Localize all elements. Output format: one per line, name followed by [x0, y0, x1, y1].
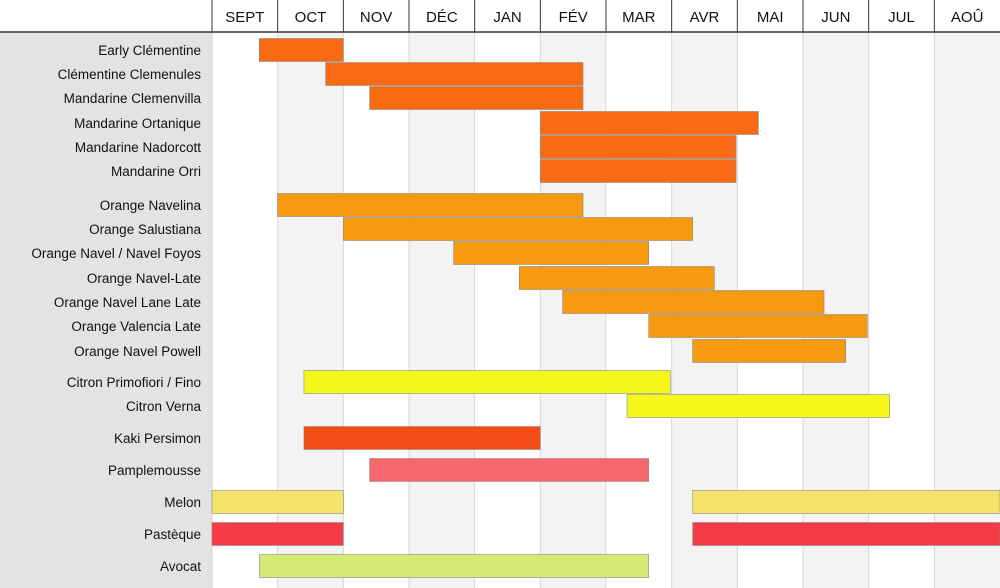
row-label: Mandarine Ortanique [74, 116, 201, 131]
gantt-bar [303, 370, 671, 394]
gantt-bar [692, 490, 1000, 514]
row-label: Orange Salustiana [89, 222, 201, 237]
gantt-bar [211, 490, 344, 514]
row-label: Mandarine Nadorcott [75, 140, 201, 155]
gantt-bar [325, 62, 584, 86]
gantt-bar [277, 193, 584, 217]
month-label: OCT [295, 9, 327, 26]
month-label: MAR [622, 9, 656, 26]
gantt-bar [258, 38, 344, 62]
row-label: Orange Valencia Late [71, 319, 201, 334]
gantt-bar [343, 217, 693, 241]
gantt-bar [692, 522, 1000, 546]
gantt-bar [626, 394, 890, 418]
gantt-bar [453, 241, 649, 265]
month-column-bg [474, 32, 541, 588]
row-label: Pamplemousse [108, 463, 201, 478]
month-label: MAI [757, 9, 784, 26]
row-label: Citron Verna [126, 399, 202, 414]
row-label: Kaki Persimon [114, 431, 201, 446]
gantt-bar [648, 314, 868, 338]
month-label: FÉV [559, 9, 588, 26]
month-column-bg [343, 32, 409, 588]
month-label: JUN [821, 9, 850, 26]
month-label: JUL [888, 9, 915, 26]
row-label-panel [0, 32, 212, 588]
gantt-bar [692, 339, 846, 363]
row-label: Pastèque [144, 527, 201, 542]
row-label: Mandarine Orri [111, 164, 201, 179]
row-label: Orange Navel Lane Late [54, 295, 201, 310]
gantt-bar [369, 86, 584, 110]
row-label: Early Clémentine [98, 43, 201, 58]
month-label: SEPT [225, 9, 264, 26]
row-label: Orange Navelina [100, 198, 202, 213]
month-column-bg [409, 32, 475, 588]
row-label: Avocat [160, 559, 201, 574]
gantt-bar [540, 159, 737, 183]
month-label: AOÛ [951, 9, 984, 26]
row-label: Clémentine Clemenules [58, 67, 202, 82]
row-label: Orange Navel Powell [74, 344, 201, 359]
gantt-bar [258, 554, 649, 578]
row-label: Orange Navel-Late [87, 271, 201, 286]
gantt-bar [540, 135, 737, 159]
gantt-bar [211, 522, 344, 546]
month-label: AVR [690, 9, 720, 26]
gantt-bar [303, 426, 541, 450]
month-label: DÉC [426, 9, 458, 26]
month-label: JAN [493, 9, 521, 26]
gantt-bar [369, 458, 649, 482]
row-label: Orange Navel / Navel Foyos [31, 246, 201, 261]
row-label: Melon [164, 495, 201, 510]
month-label: NOV [360, 9, 393, 26]
gantt-bar [519, 266, 715, 290]
gantt-bar [540, 111, 759, 135]
gantt-bar [562, 290, 825, 314]
row-label: Citron Primofiori / Fino [67, 375, 201, 390]
row-label: Mandarine Clemenvilla [64, 91, 202, 106]
